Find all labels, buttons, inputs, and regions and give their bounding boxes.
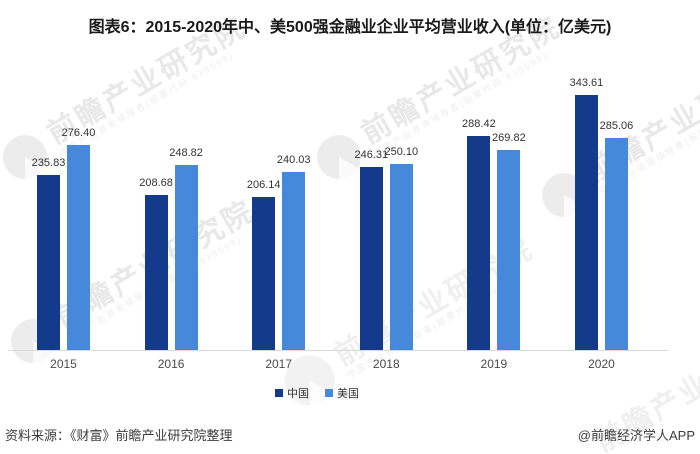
x-axis-label: 2015: [50, 357, 77, 371]
bar-group-2015: 235.83 276.40: [32, 60, 95, 350]
bar-美国-2015: [67, 145, 90, 350]
legend-swatch-icon: [275, 389, 283, 397]
x-axis-label: 2018: [372, 357, 400, 371]
bar-美国-2018: [389, 164, 413, 350]
x-axis-label: 2017: [265, 357, 293, 371]
legend: 中国 美国: [0, 385, 667, 401]
bar-value-label: 206.14: [246, 179, 281, 191]
bar-value-label: 269.82: [492, 132, 526, 144]
x-axis-line: [8, 350, 668, 351]
bar-中国-2015: [37, 175, 60, 350]
legend-swatch-icon: [325, 389, 333, 397]
legend-label: 美国: [337, 388, 359, 400]
bar-美国-2016: [174, 165, 198, 350]
x-axis-label: 2020: [588, 357, 615, 371]
bar-group-2020: 343.61 285.06: [570, 60, 633, 350]
bar-value-label: 250.10: [384, 146, 419, 158]
bar-中国-2018: [359, 167, 383, 350]
bar-美国-2017: [282, 172, 306, 350]
bar-group-2019: 288.42 269.82: [462, 60, 526, 350]
bar-value-label: 246.31: [354, 149, 389, 161]
bar-中国-2017: [252, 197, 276, 350]
bar-美国-2020: [604, 138, 628, 350]
source-note: 资料来源：《财富》前瞻产业研究院整理: [5, 428, 233, 443]
x-axis-labels: 2015 2016 2017 2018 2019 2020: [37, 357, 628, 371]
x-axis-label: 2019: [480, 357, 508, 371]
plot-area: 235.83 276.40 208.68 248.82 206.14 240.03 246.…: [32, 60, 633, 350]
footer: 资料来源：《财富》前瞻产业研究院整理 @前瞻经济学人APP: [5, 425, 695, 444]
bar-value-label: 235.83: [31, 157, 66, 169]
bar-value-label: 248.82: [169, 147, 203, 159]
bar-value-label: 343.61: [569, 77, 604, 89]
chart-title: 图表6：2015-2020年中、美500强金融业企业平均营业收入(单位：亿美元): [88, 19, 612, 36]
bar-group-2018: 246.31 250.10: [354, 60, 418, 350]
bar-value-label: 288.42: [462, 118, 496, 130]
legend-label: 中国: [287, 388, 309, 400]
bar-value-label: 240.03: [276, 154, 311, 166]
bar-中国-2016: [144, 195, 168, 350]
bar-美国-2019: [497, 150, 521, 350]
bar-中国-2019: [467, 136, 491, 350]
x-axis-label: 2016: [157, 357, 185, 371]
bar-group-2017: 206.14 240.03: [247, 60, 311, 350]
credit-note: @前瞻经济学人APP: [577, 428, 695, 443]
bar-group-2016: 208.68 248.82: [139, 60, 203, 350]
bar-value-label: 276.40: [61, 127, 96, 139]
legend-item-美国: 美国: [325, 385, 359, 401]
legend-item-中国: 中国: [275, 385, 309, 401]
bar-value-label: 208.68: [139, 177, 173, 189]
bar-value-label: 285.06: [599, 120, 634, 132]
bar-中国-2020: [574, 95, 598, 350]
